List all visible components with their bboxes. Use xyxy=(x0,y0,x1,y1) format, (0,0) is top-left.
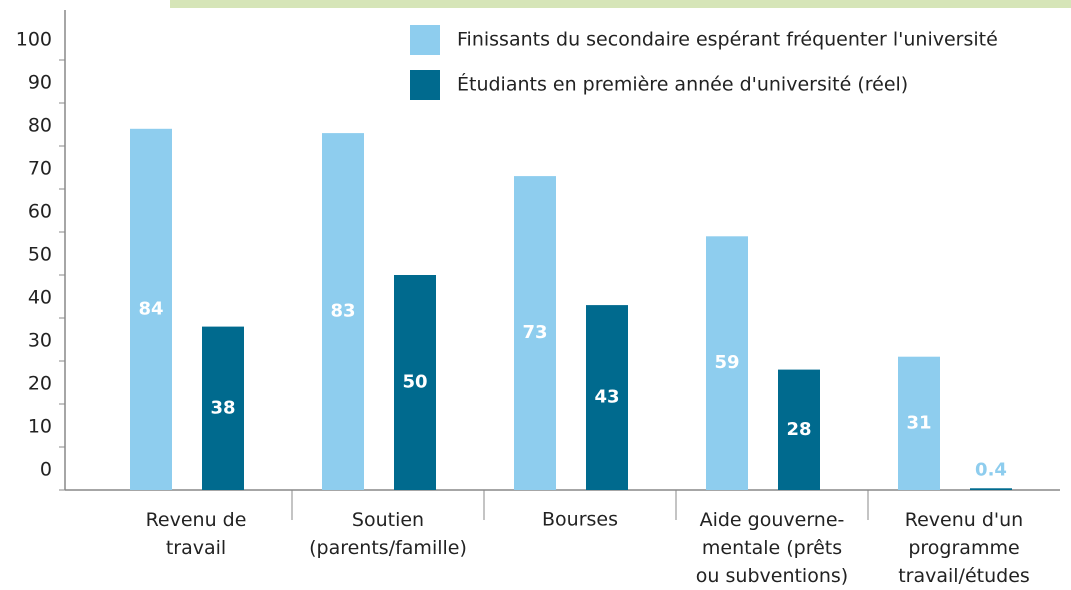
bar xyxy=(394,275,436,490)
y-tick-label: 50 xyxy=(28,244,52,266)
value-label: 31 xyxy=(906,412,931,433)
bar xyxy=(706,236,748,490)
legend-swatch xyxy=(410,25,440,55)
bar xyxy=(898,356,940,490)
value-label: 84 xyxy=(138,298,163,319)
x-tick-label: Bourses xyxy=(542,509,618,531)
value-label: 50 xyxy=(402,372,427,393)
value-label: 73 xyxy=(522,322,547,343)
bar xyxy=(130,128,172,491)
bar xyxy=(970,488,1012,490)
x-tick-label: Soutien (parents/famille) xyxy=(309,509,467,559)
value-label: 83 xyxy=(330,301,355,322)
y-tick-label: 90 xyxy=(28,72,52,94)
y-tick-label: 10 xyxy=(28,416,52,438)
bar xyxy=(202,326,244,490)
x-tick-label: Aide gouverne-mentale (prêts ou subventio… xyxy=(696,509,848,587)
bar xyxy=(514,176,556,490)
y-tick-label: 70 xyxy=(28,158,52,180)
header-band xyxy=(170,0,1071,8)
value-label: 38 xyxy=(210,397,235,418)
legend-label: Finissants du secondaire espérant fréque… xyxy=(457,29,998,51)
value-label: 28 xyxy=(786,419,811,440)
bar xyxy=(586,305,628,490)
legend-label: Étudiants en première année d'université… xyxy=(457,73,908,96)
x-tick-label: Revenu d'un programme travail/études xyxy=(898,509,1030,587)
y-tick-label: 80 xyxy=(28,115,52,137)
legend-swatch xyxy=(410,70,440,100)
bar xyxy=(322,133,364,490)
y-tick-label: 20 xyxy=(28,373,52,395)
bar xyxy=(778,369,820,490)
x-tick-label: Revenu de travail xyxy=(146,509,247,559)
value-label: 43 xyxy=(594,387,619,408)
value-label: 59 xyxy=(714,352,739,373)
value-label: 0.4 xyxy=(975,459,1007,480)
y-tick-label: 30 xyxy=(28,330,52,352)
y-tick-label: 60 xyxy=(28,201,52,223)
y-tick-label: 40 xyxy=(28,287,52,309)
y-tick-label: 0 xyxy=(40,459,52,481)
y-tick-label: 100 xyxy=(16,29,52,51)
